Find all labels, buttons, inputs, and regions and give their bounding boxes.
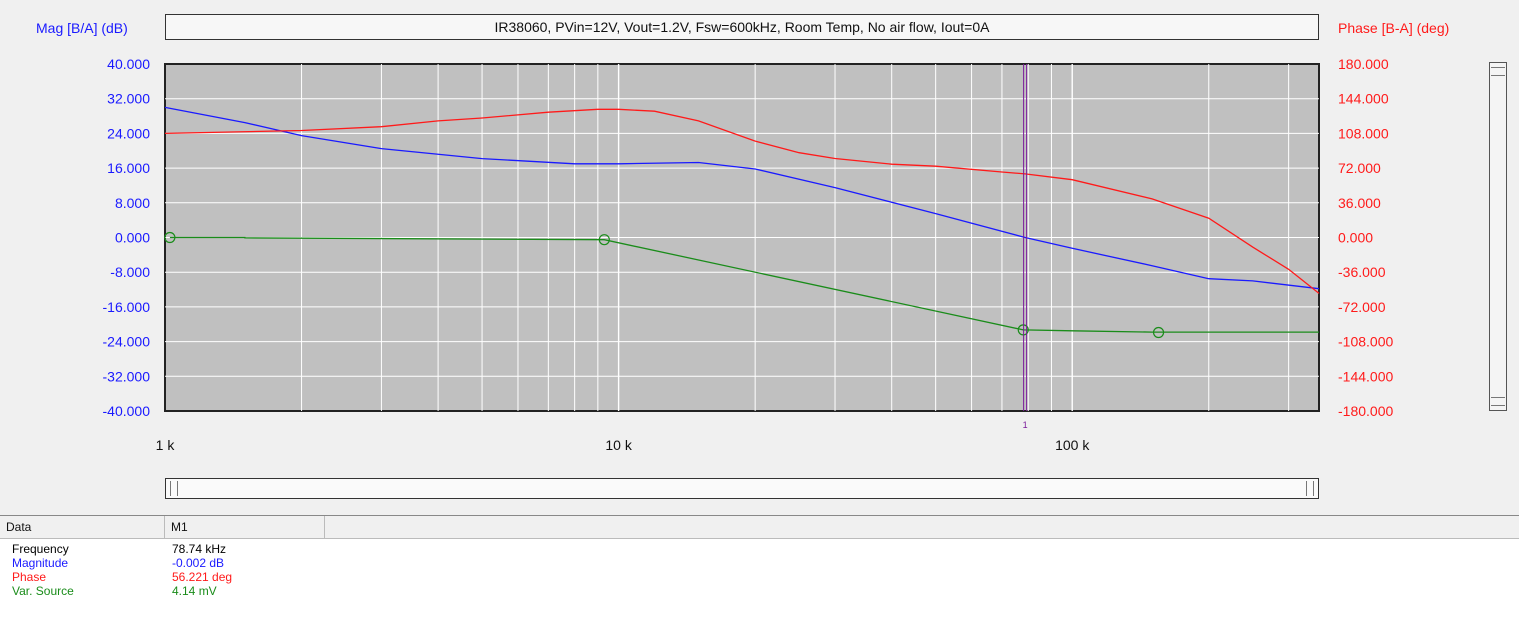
right-tick-label: -108.000 bbox=[1338, 334, 1393, 350]
bode-plot[interactable]: 40.000 32.000 24.000 16.000 8.000 0.000 -8.000… bbox=[0, 0, 1519, 470]
left-tick-labels: 40.000 32.000 24.000 16.000 8.000 0.000 -8.000… bbox=[103, 56, 151, 419]
left-tick-label: 32.000 bbox=[107, 91, 150, 107]
table-header: Data M1 bbox=[0, 516, 1519, 539]
grid-lines bbox=[165, 64, 1319, 411]
row-value-frequency: 78.74 kHz bbox=[172, 542, 227, 556]
left-tick-label: 0.000 bbox=[115, 230, 150, 246]
right-tick-label: 36.000 bbox=[1338, 195, 1381, 211]
column-header-m1[interactable]: M1 bbox=[165, 516, 325, 538]
left-tick-label: -40.000 bbox=[103, 403, 151, 419]
marker-cursor: 1 bbox=[1023, 64, 1028, 430]
vertical-scrollbar[interactable] bbox=[1489, 62, 1507, 411]
x-tick-label: 1 k bbox=[156, 437, 176, 453]
chart-title: IR38060, PVin=12V, Vout=1.2V, Fsw=600kHz… bbox=[165, 14, 1319, 40]
row-label-var-source: Var. Source bbox=[12, 584, 74, 598]
scroll-grip-bottom[interactable] bbox=[1491, 397, 1505, 406]
right-tick-label: 72.000 bbox=[1338, 160, 1381, 176]
row-value-var-source: 4.14 mV bbox=[172, 584, 217, 598]
left-tick-label: 40.000 bbox=[107, 56, 150, 72]
right-tick-label: 108.000 bbox=[1338, 125, 1389, 141]
horizontal-scrollbar[interactable] bbox=[165, 478, 1319, 499]
scroll-grip-left[interactable] bbox=[170, 481, 178, 496]
right-axis-title: Phase [B-A] (deg) bbox=[1338, 20, 1450, 36]
cursor-label: 1 bbox=[1023, 420, 1028, 430]
x-tick-labels: 1 k 10 k 100 k bbox=[156, 437, 1091, 453]
right-tick-label: 144.000 bbox=[1338, 91, 1389, 107]
right-tick-label: -144.000 bbox=[1338, 368, 1393, 384]
source-marker-point bbox=[1152, 326, 1165, 339]
row-label-magnitude: Magnitude bbox=[12, 556, 69, 570]
phase-line bbox=[164, 108, 1320, 294]
left-tick-label: 8.000 bbox=[115, 195, 150, 211]
right-tick-label: -180.000 bbox=[1338, 403, 1393, 419]
left-tick-label: 24.000 bbox=[107, 125, 150, 141]
row-value-phase: 56.221 deg bbox=[172, 570, 233, 584]
x-tick-label: 10 k bbox=[605, 437, 632, 453]
left-tick-label: -32.000 bbox=[103, 368, 151, 384]
column-header-data[interactable]: Data bbox=[0, 516, 165, 538]
left-tick-label: -16.000 bbox=[103, 299, 151, 315]
scroll-grip-right[interactable] bbox=[1306, 481, 1314, 496]
source-marker-point bbox=[598, 234, 610, 246]
marker-data-table: Data M1 Frequency 78.74 kHz Magnitude -0… bbox=[0, 515, 1519, 628]
row-label-phase: Phase bbox=[12, 570, 47, 584]
right-tick-label: 180.000 bbox=[1338, 56, 1389, 72]
left-axis-title: Mag [B/A] (dB) bbox=[36, 20, 128, 36]
x-tick-label: 100 k bbox=[1055, 437, 1090, 453]
left-tick-label: 16.000 bbox=[107, 160, 150, 176]
left-tick-label: -8.000 bbox=[110, 264, 150, 280]
right-tick-label: -36.000 bbox=[1338, 264, 1386, 280]
right-tick-labels: 180.000 144.000 108.000 72.000 36.000 0.000 -3… bbox=[1338, 56, 1393, 419]
left-tick-label: -24.000 bbox=[103, 334, 151, 350]
magnitude-line bbox=[164, 106, 1320, 290]
row-value-magnitude: -0.002 dB bbox=[172, 556, 225, 570]
row-label-frequency: Frequency bbox=[12, 542, 69, 556]
right-tick-label: 0.000 bbox=[1338, 230, 1373, 246]
right-tick-label: -72.000 bbox=[1338, 299, 1386, 315]
source-marker-point bbox=[164, 231, 176, 244]
scroll-grip-top[interactable] bbox=[1491, 67, 1505, 76]
